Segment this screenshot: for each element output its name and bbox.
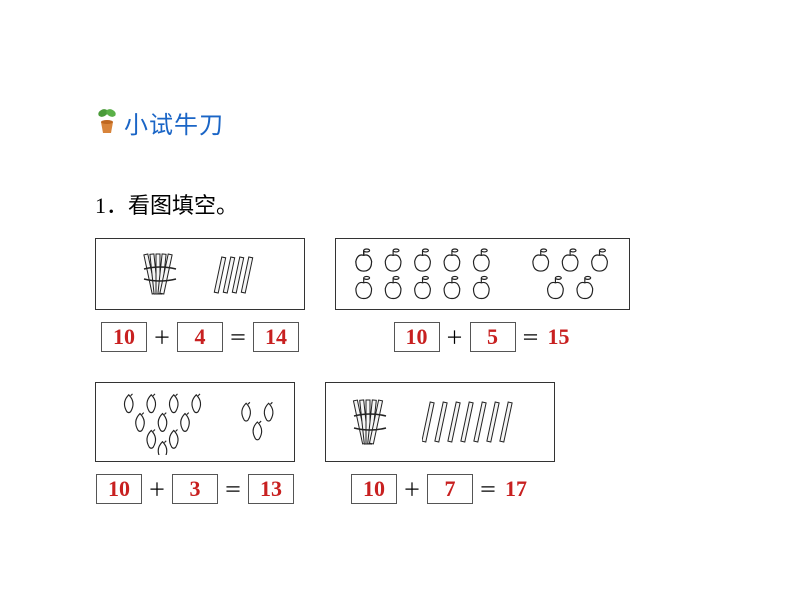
problem-image-sticks-10-4 xyxy=(95,238,305,310)
subtitle: 1．看图填空。 xyxy=(95,188,630,220)
op-eq: ＝ xyxy=(479,476,497,504)
problem-3: 10 ＋ 3 ＝ 13 xyxy=(95,382,295,504)
op-eq: ＝ xyxy=(224,476,242,504)
result-value: 17 xyxy=(503,476,529,504)
problem-image-peaches-10-3 xyxy=(95,382,295,462)
problem-image-apples-10-5 xyxy=(335,238,630,310)
op-plus: ＋ xyxy=(153,324,171,352)
result-value: 15 xyxy=(546,324,572,352)
op-plus: ＋ xyxy=(148,476,166,504)
op-plus: ＋ xyxy=(446,324,464,352)
problem-image-sticks-10-7 xyxy=(325,382,555,462)
problem-4: 10 ＋ 7 ＝ 17 xyxy=(325,382,555,504)
answer-box: 10 xyxy=(394,322,440,352)
answer-box: 14 xyxy=(253,322,299,352)
problems-grid: 10 ＋ 4 ＝ 14 xyxy=(95,238,630,504)
equation-4: 10 ＋ 7 ＝ 17 xyxy=(351,474,529,504)
answer-box: 10 xyxy=(351,474,397,504)
answer-box: 7 xyxy=(427,474,473,504)
problem-1: 10 ＋ 4 ＝ 14 xyxy=(95,238,305,352)
section-title: 小试牛刀 xyxy=(124,105,224,140)
op-eq: ＝ xyxy=(522,324,540,352)
section-header: 小试牛刀 xyxy=(95,105,630,140)
answer-box: 3 xyxy=(172,474,218,504)
answer-box: 4 xyxy=(177,322,223,352)
plant-icon xyxy=(95,105,119,140)
answer-box: 13 xyxy=(248,474,294,504)
answer-box: 5 xyxy=(470,322,516,352)
equation-2: 10 ＋ 5 ＝ 15 xyxy=(394,322,572,352)
op-plus: ＋ xyxy=(403,476,421,504)
answer-box: 10 xyxy=(101,322,147,352)
equation-3: 10 ＋ 3 ＝ 13 xyxy=(96,474,294,504)
op-eq: ＝ xyxy=(229,324,247,352)
answer-box: 10 xyxy=(96,474,142,504)
problem-2: 10 ＋ 5 ＝ 15 xyxy=(335,238,630,352)
equation-1: 10 ＋ 4 ＝ 14 xyxy=(101,322,299,352)
